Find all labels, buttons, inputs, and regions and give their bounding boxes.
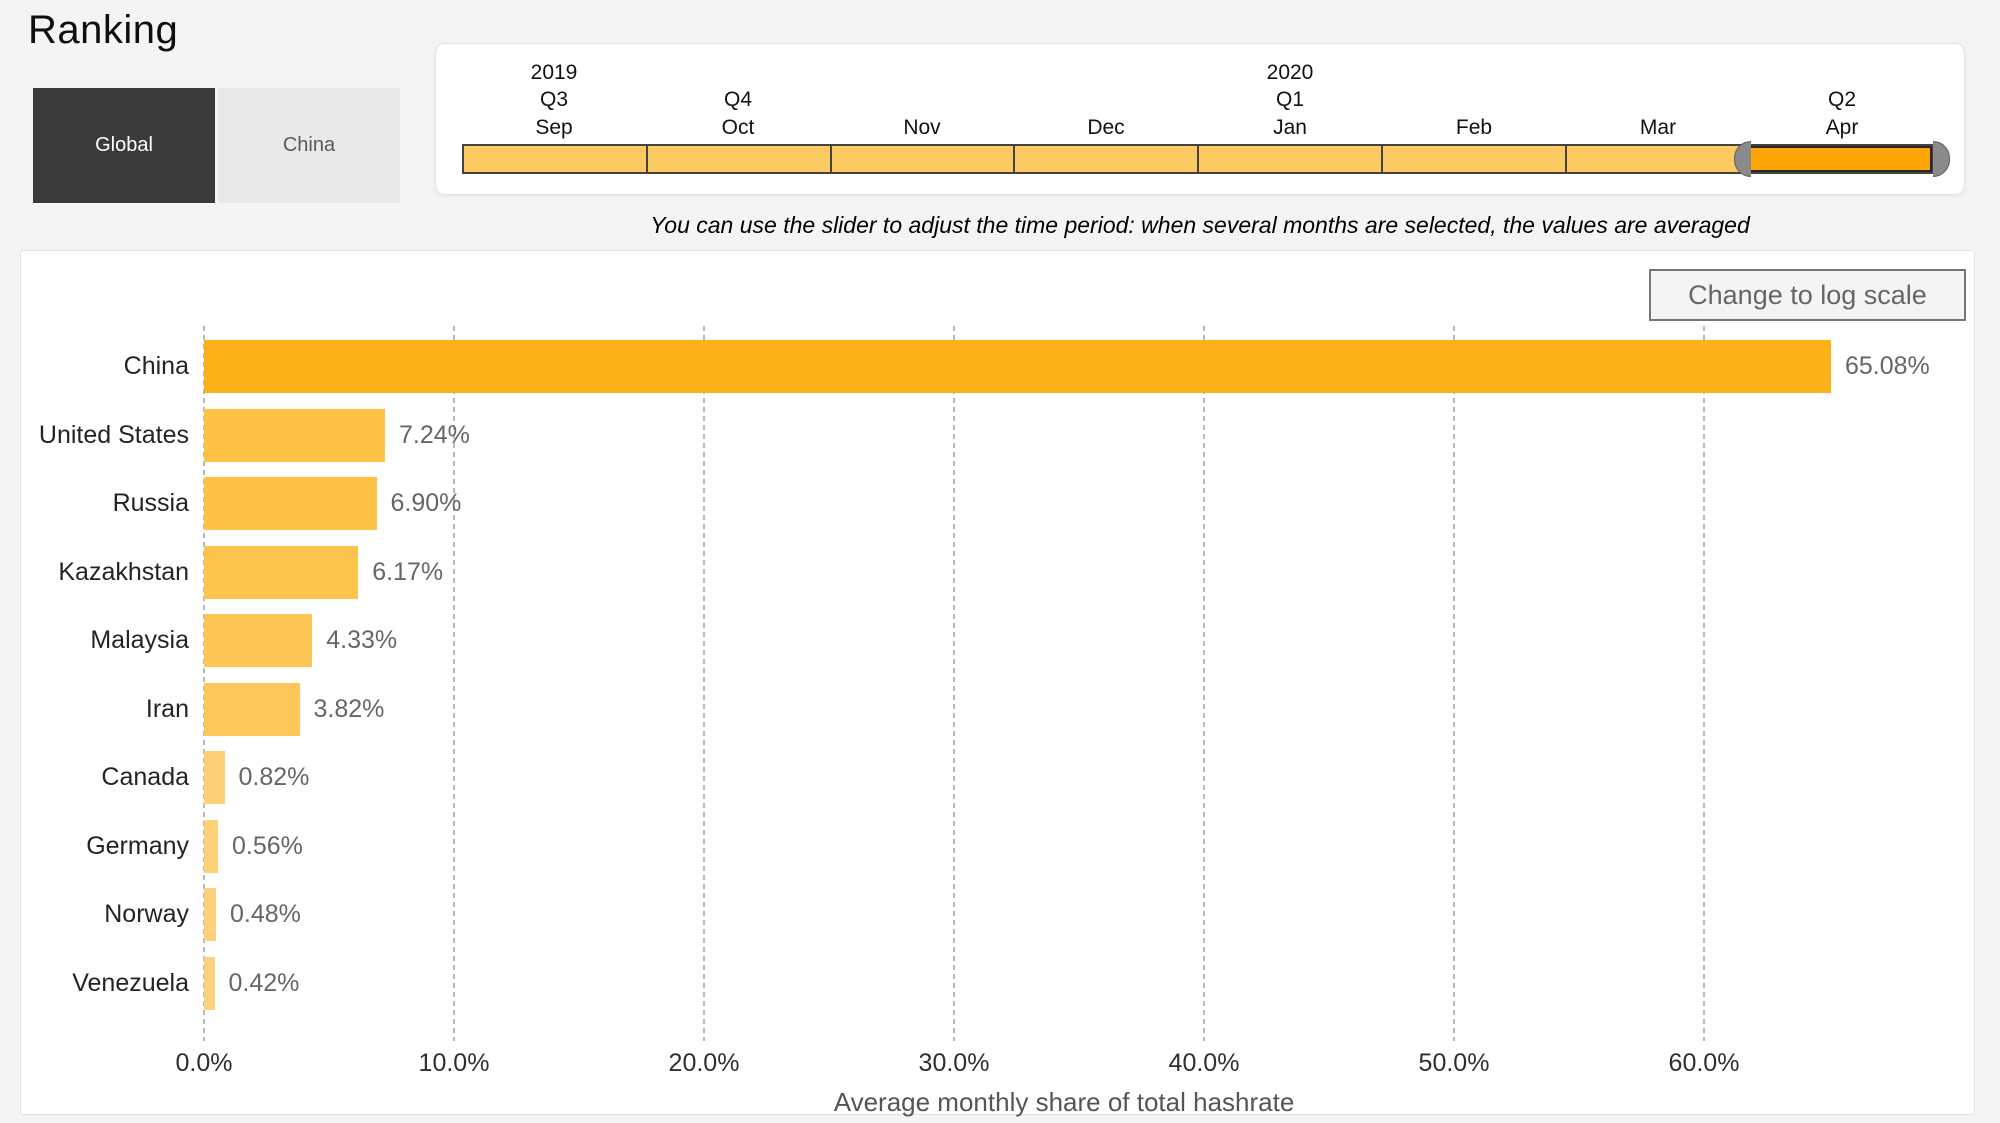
chart-row-norway: Norway 0.48% [21,888,1974,941]
log-scale-button[interactable]: Change to log scale [1649,269,1966,321]
slider-segment-dec[interactable] [1013,146,1197,172]
slider-segment-mar[interactable] [1564,146,1749,172]
chart-row-united-states: United States 7.24% [21,409,1974,462]
time-slider-card: 2019 Q3 Sep Q4 Oct Nov Dec 2020 Q1 Jan Feb Mar Q2 Apr [435,43,1965,195]
gridline-10pct [453,326,455,1041]
page-title: Ranking [28,8,179,52]
slider-month-label-jan: Jan [1273,116,1307,139]
slider-month-label-oct: Oct [721,116,755,139]
slider-year-label-2019: 2019 [530,61,578,84]
bar-united-states[interactable] [204,409,385,462]
slider-month-label-apr: Apr [1825,116,1859,139]
chart-row-iran: Iran 3.82% [21,683,1974,736]
slider-month-label-feb: Feb [1455,116,1493,139]
slider-handle-right[interactable] [1933,141,1950,177]
category-label-iran: Iran [145,695,189,723]
toggle-global[interactable]: Global [33,88,215,203]
chart-row-kazakhstan: Kazakhstan 6.17% [21,546,1974,599]
x-tick-label-40pct: 40.0% [1168,1049,1240,1077]
category-label-canada: Canada [101,763,189,791]
value-label-norway: 0.48% [230,900,301,928]
gridline-40pct [1203,326,1205,1041]
chart-row-canada: Canada 0.82% [21,751,1974,804]
category-label-kazakhstan: Kazakhstan [58,558,189,586]
gridline-30pct [953,326,955,1041]
category-label-venezuela: Venezuela [72,969,189,997]
value-label-kazakhstan: 6.17% [372,558,444,586]
category-label-germany: Germany [86,832,189,860]
value-label-united-states: 7.24% [399,421,470,449]
slider-instruction: You can use the slider to adjust the tim… [650,212,1750,238]
value-label-venezuela: 0.42% [228,969,300,997]
x-axis-title: Average monthly share of total hashrate [833,1087,1295,1117]
chart-row-russia: Russia 6.90% [21,477,1974,530]
slider-segment-jan[interactable] [1197,146,1381,172]
chart-row-china: China 65.08% [21,340,1974,393]
slider-month-label-mar: Mar [1639,116,1677,139]
bar-venezuela[interactable] [204,957,215,1010]
category-label-united-states: United States [38,421,189,449]
slider-year-label-2020: 2020 [1266,61,1314,84]
bar-malaysia[interactable] [204,614,313,667]
value-label-china: 65.08% [1845,352,1930,380]
x-tick-label-60pct: 60.0% [1668,1049,1740,1077]
view-toggle: Global China [33,88,400,203]
bar-germany[interactable] [204,820,218,873]
x-tick-label-10pct: 10.0% [418,1049,490,1077]
slider-segment-nov[interactable] [829,146,1014,172]
slider-segment-sep[interactable] [464,146,646,172]
chart-panel: Change to log scale Average monthly shar… [20,250,1975,1117]
category-label-russia: Russia [112,489,189,517]
x-tick-label-30pct: 30.0% [918,1049,990,1077]
gridline-20pct [703,326,705,1041]
gridline-60pct [1703,326,1705,1041]
category-label-china: China [123,352,189,380]
slider-month-label-nov: Nov [903,116,941,139]
chart-row-malaysia: Malaysia 4.33% [21,614,1974,667]
bar-canada[interactable] [204,751,225,804]
toggle-china[interactable]: China [218,88,400,203]
slider-month-label-sep: Sep [535,116,573,139]
value-label-iran: 3.82% [313,695,385,723]
gridline-50pct [1453,326,1455,1041]
slider-month-label-dec: Dec [1087,116,1125,139]
x-tick-label-20pct: 20.0% [668,1049,740,1077]
slider-segment-apr[interactable] [1748,146,1932,172]
bar-kazakhstan[interactable] [204,546,359,599]
bar-china[interactable] [204,340,1831,393]
slider-quarter-label-q2: Q2 [1827,88,1857,111]
bar-russia[interactable] [204,477,377,530]
value-label-germany: 0.56% [232,832,303,860]
slider-quarter-label-q3: Q3 [539,88,569,111]
chart-row-venezuela: Venezuela 0.42% [21,957,1974,1010]
slider-quarter-label-q1: Q1 [1275,88,1305,111]
slider-quarter-label-q4: Q4 [723,88,753,111]
x-tick-label-50pct: 50.0% [1418,1049,1490,1077]
x-tick-label-0pct: 0.0% [175,1049,233,1077]
time-slider-track[interactable] [462,144,1934,174]
value-label-malaysia: 4.33% [326,626,398,654]
value-label-russia: 6.90% [390,489,462,517]
bar-norway[interactable] [204,888,216,941]
slider-segment-feb[interactable] [1380,146,1565,172]
chart-row-germany: Germany 0.56% [21,820,1974,873]
bar-iran[interactable] [204,683,300,736]
slider-segment-oct[interactable] [645,146,830,172]
value-label-canada: 0.82% [238,763,310,791]
category-label-norway: Norway [104,900,189,928]
category-label-malaysia: Malaysia [90,626,189,654]
